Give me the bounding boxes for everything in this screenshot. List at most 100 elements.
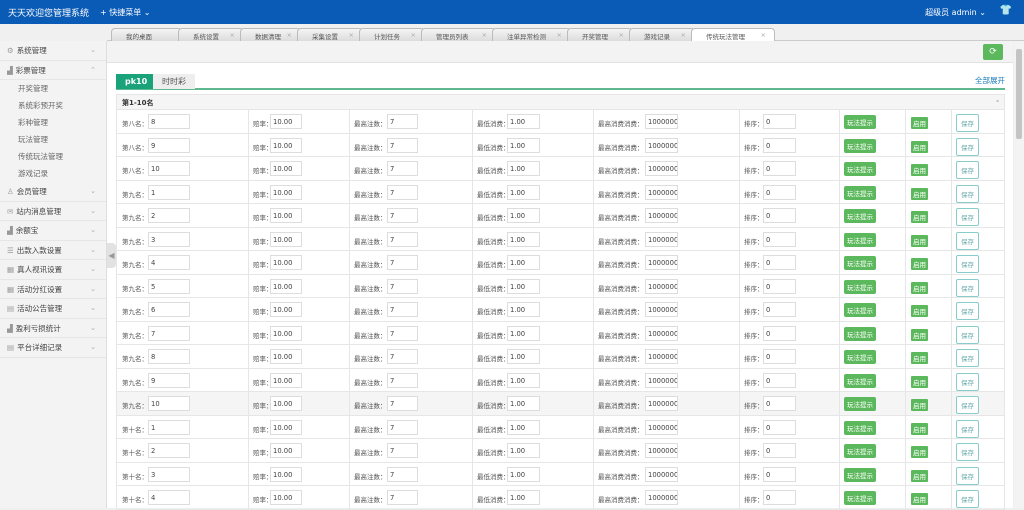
rank-input[interactable]: 2 [148,208,190,223]
sidebar-item[interactable]: ▦ 真人视讯设置 ⌄ [0,260,106,280]
sort-input[interactable]: 0 [763,349,796,364]
sidebar-item[interactable]: ☰ 出款入款设置 ⌄ [0,241,106,260]
tab-pk10[interactable]: pk10 [116,74,157,89]
enable-button[interactable]: 启用 [911,258,928,270]
max-spend-input[interactable]: 1000000. [645,419,678,435]
max-spend-input[interactable]: 1000000. [645,490,678,505]
play-tip-button[interactable]: 玩法提示 [844,232,876,247]
rank-input[interactable]: 9 [148,372,190,388]
enable-button[interactable]: 启用 [911,375,928,388]
enable-button[interactable]: 启用 [911,352,928,364]
sort-input[interactable]: 0 [763,490,796,505]
odds-input[interactable]: 10.00 [270,255,302,270]
play-tip-button[interactable]: 玩法提示 [844,491,876,505]
enable-button[interactable]: 启用 [911,164,928,176]
max-bets-input[interactable]: 7 [387,208,418,223]
max-bets-input[interactable]: 7 [387,396,418,411]
min-spend-input[interactable]: 1.00 [507,490,540,505]
max-spend-input[interactable]: 1000000. [645,255,678,270]
odds-input[interactable]: 10.00 [270,349,302,364]
close-icon[interactable]: × [286,31,292,39]
max-bets-input[interactable]: 7 [387,443,418,458]
enable-button[interactable]: 启用 [911,328,928,341]
refresh-icon[interactable]: ⟳ [983,44,1003,60]
save-button[interactable]: 保存 [956,231,979,250]
quick-menu[interactable]: + 快捷菜单 ⌄ [100,8,151,17]
odds-input[interactable]: 10.00 [270,184,302,200]
max-bets-input[interactable]: 7 [387,349,418,364]
rank-input[interactable]: 7 [148,325,190,341]
max-spend-input[interactable]: 1000000. [645,466,678,482]
min-spend-input[interactable]: 1.00 [507,208,540,223]
odds-input[interactable]: 10.00 [270,372,302,388]
sidebar-item[interactable]: ▟ 彩票管理 ⌃ [0,61,106,80]
odds-input[interactable]: 10.00 [270,325,302,341]
max-spend-input[interactable]: 1000000. [645,396,678,411]
min-spend-input[interactable]: 1.00 [507,466,540,482]
max-bets-input[interactable]: 7 [387,419,418,435]
odds-input[interactable]: 10.00 [270,466,302,482]
odds-input[interactable]: 10.00 [270,302,302,317]
odds-input[interactable]: 10.00 [270,208,302,223]
max-bets-input[interactable]: 7 [387,302,418,317]
min-spend-input[interactable]: 1.00 [507,372,540,388]
sort-input[interactable]: 0 [763,114,796,129]
max-bets-input[interactable]: 7 [387,255,418,270]
save-button[interactable]: 保存 [956,302,979,320]
sidebar-subitem[interactable]: 游戏记录 [18,169,48,178]
min-spend-input[interactable]: 1.00 [507,114,540,129]
sidebar-subitem[interactable]: 传统玩法管理 [18,152,63,161]
save-button[interactable]: 保存 [956,490,979,508]
enable-button[interactable]: 启用 [911,117,928,129]
tab-8[interactable]: 游戏记录 × [629,28,695,41]
sidebar-subitem[interactable]: 彩种管理 [18,118,48,127]
tab-4[interactable]: 计划任务 × [359,28,425,41]
odds-input[interactable]: 10.00 [270,231,302,247]
rank-input[interactable]: 10 [148,161,190,176]
max-spend-input[interactable]: 1000000. [645,137,678,153]
play-tip-button[interactable]: 玩法提示 [844,420,876,435]
play-tip-button[interactable]: 玩法提示 [844,350,876,364]
odds-input[interactable]: 10.00 [270,114,302,129]
max-bets-input[interactable]: 7 [387,466,418,482]
save-button[interactable]: 保存 [956,278,979,297]
min-spend-input[interactable]: 1.00 [507,302,540,317]
max-bets-input[interactable]: 7 [387,114,418,129]
section-header[interactable]: 第1-10名 - [116,94,1005,110]
odds-input[interactable]: 10.00 [270,396,302,411]
max-spend-input[interactable]: 1000000. [645,161,678,176]
save-button[interactable]: 保存 [956,443,979,461]
save-button[interactable]: 保存 [956,255,979,273]
play-tip-button[interactable]: 玩法提示 [844,397,876,411]
sidebar-item[interactable]: ⚙ 系统管理 ⌄ [0,41,106,61]
save-button[interactable]: 保存 [956,372,979,391]
max-spend-input[interactable]: 1000000. [645,349,678,364]
sort-input[interactable]: 0 [763,184,796,200]
odds-input[interactable]: 10.00 [270,443,302,458]
play-tip-button[interactable]: 玩法提示 [844,115,876,129]
play-tip-button[interactable]: 玩法提示 [844,209,876,223]
max-bets-input[interactable]: 7 [387,490,418,505]
close-icon[interactable]: × [618,31,624,39]
enable-button[interactable]: 启用 [911,140,928,153]
close-icon[interactable]: × [348,31,354,39]
max-spend-input[interactable]: 1000000. [645,372,678,388]
save-button[interactable]: 保存 [956,349,979,367]
sort-input[interactable]: 0 [763,137,796,153]
max-spend-input[interactable]: 1000000. [645,114,678,129]
sort-input[interactable]: 0 [763,278,796,294]
rank-input[interactable]: 10 [148,396,190,411]
enable-button[interactable]: 启用 [911,399,928,411]
save-button[interactable]: 保存 [956,184,979,203]
odds-input[interactable]: 10.00 [270,161,302,176]
sort-input[interactable]: 0 [763,466,796,482]
min-spend-input[interactable]: 1.00 [507,396,540,411]
user-menu[interactable]: 超级员 admin ⌄ [925,8,986,17]
scrollbar-thumb[interactable] [1016,49,1022,139]
sort-input[interactable]: 0 [763,396,796,411]
min-spend-input[interactable]: 1.00 [507,231,540,247]
enable-button[interactable]: 启用 [911,187,928,200]
max-spend-input[interactable]: 1000000. [645,325,678,341]
tab-5[interactable]: 管理员列表 × [421,28,496,41]
max-bets-input[interactable]: 7 [387,278,418,294]
